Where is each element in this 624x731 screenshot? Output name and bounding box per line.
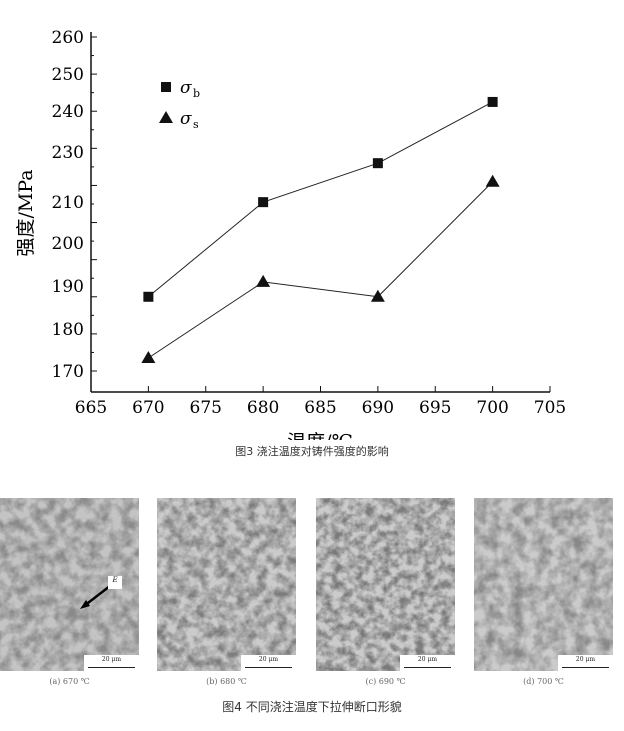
data-point-sigma-s bbox=[370, 289, 385, 302]
data-point-sigma-b bbox=[372, 158, 383, 169]
panel-label-b: (b) 680 ℃ bbox=[206, 677, 247, 686]
x-tick-label: 685 bbox=[304, 398, 336, 418]
scale-bar: 20 μm bbox=[400, 655, 455, 671]
y-tick-label: 240 bbox=[52, 102, 84, 122]
data-point-sigma-b bbox=[487, 96, 498, 107]
legend-subscript: s bbox=[193, 118, 199, 131]
y-axis-title: 强度/MPa bbox=[15, 169, 37, 256]
series-line-sigma-b bbox=[148, 101, 493, 298]
sem-image-c: 20 μm bbox=[316, 498, 455, 671]
scale-label: 20 μm bbox=[417, 656, 438, 663]
scale-label: 20 μm bbox=[258, 656, 279, 663]
x-tick-label: 675 bbox=[190, 398, 222, 418]
y-tick-label: 230 bbox=[52, 143, 84, 163]
x-axis-title: 温度/℃ bbox=[287, 431, 353, 440]
y-tick-label: 170 bbox=[52, 362, 84, 382]
legend-subscript: b bbox=[193, 87, 200, 100]
y-tick-label: 210 bbox=[52, 193, 84, 213]
x-tick-label: 690 bbox=[362, 398, 394, 418]
data-point-sigma-s bbox=[256, 274, 271, 287]
x-tick-label: 665 bbox=[75, 398, 107, 418]
figure3-caption: 图3 浇注温度对铸件强度的影响 bbox=[235, 445, 389, 458]
data-point-sigma-b bbox=[143, 291, 154, 302]
panel-label-d: (d) 700 ℃ bbox=[523, 677, 564, 686]
x-tick-label: 700 bbox=[476, 398, 508, 418]
figure4-caption: 图4 不同浇注温度下拉伸断口形貌 bbox=[222, 700, 402, 714]
sem-image-a: E 20 μm bbox=[0, 498, 139, 671]
y-tick-label: 250 bbox=[52, 65, 84, 85]
x-tick-label: 670 bbox=[132, 398, 164, 418]
y-tick-label: 200 bbox=[52, 234, 84, 254]
scale-bar: 20 μm bbox=[84, 655, 139, 671]
arrow-icon bbox=[80, 576, 122, 609]
sem-image-b: 20 μm bbox=[157, 498, 296, 671]
data-point-sigma-s bbox=[485, 174, 500, 187]
series-line-sigma-s bbox=[148, 181, 493, 359]
x-tick-label: 695 bbox=[419, 398, 451, 418]
y-tick-label: 180 bbox=[52, 320, 84, 340]
data-point-sigma-s bbox=[141, 351, 156, 364]
scale-bar: 20 μm bbox=[558, 655, 613, 671]
panel-label-a: (a) 670 ℃ bbox=[49, 677, 90, 686]
y-tick-label: 190 bbox=[52, 277, 84, 297]
strength-chart: 665 670 675 680 685 690 695 700 705 260 250 240 230 2… bbox=[15, 28, 566, 440]
legend-marker bbox=[159, 111, 173, 123]
scale-label: 20 μm bbox=[101, 656, 122, 663]
data-point-sigma-b bbox=[258, 197, 269, 208]
panel-label-c: (c) 690 ℃ bbox=[365, 677, 406, 686]
scale-bar: 20 μm bbox=[241, 655, 296, 671]
legend-symbol: σ bbox=[180, 109, 192, 129]
legend-symbol: σ bbox=[180, 78, 192, 98]
x-tick-label: 680 bbox=[247, 398, 279, 418]
y-tick-label: 260 bbox=[52, 28, 84, 48]
scale-label: 20 μm bbox=[575, 656, 596, 663]
x-tick-label: 705 bbox=[534, 398, 566, 418]
sem-image-d: 20 μm bbox=[474, 498, 613, 671]
annotation-e: E bbox=[112, 576, 118, 584]
legend-marker bbox=[161, 82, 171, 92]
